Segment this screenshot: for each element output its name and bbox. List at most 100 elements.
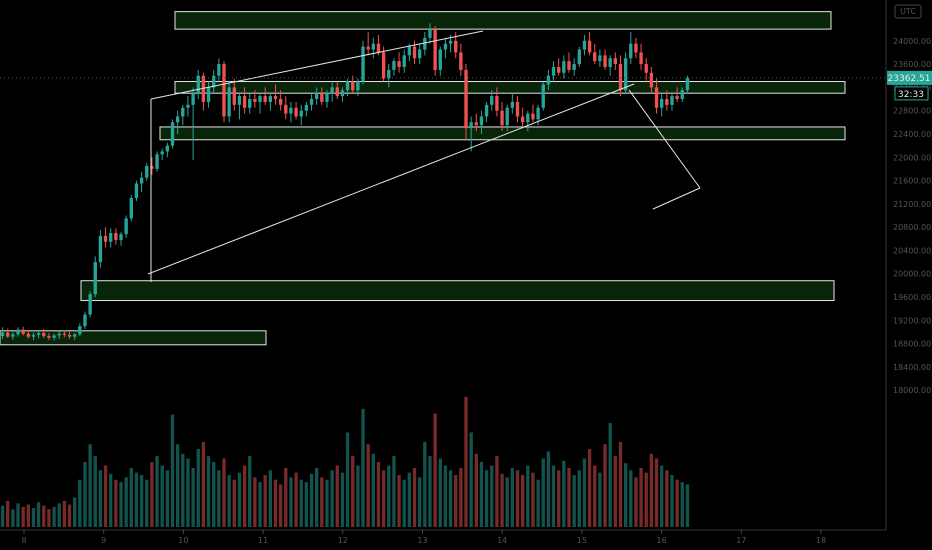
candle (541, 81, 545, 111)
candle (428, 23, 432, 44)
trendline-upper-channel[interactable] (150, 30, 484, 100)
time-axis[interactable] (0, 529, 886, 550)
volume-bar (649, 453, 654, 527)
trendline-wedge-lower[interactable] (652, 187, 701, 210)
volume-bar (67, 504, 72, 527)
volume-bar (78, 479, 82, 527)
volume-bar (278, 484, 283, 527)
volume-bar (93, 456, 97, 527)
candle (181, 104, 185, 126)
candle (299, 104, 303, 126)
time-tick-label: 14 (497, 536, 507, 545)
zone-1[interactable] (174, 11, 832, 30)
volume-bar (505, 477, 509, 527)
timezone-badge[interactable]: UTC (894, 4, 922, 19)
candle (598, 49, 602, 67)
volume-bar (11, 509, 15, 527)
candle (381, 46, 386, 82)
candle (356, 78, 360, 97)
candle (134, 180, 139, 201)
candle (191, 87, 195, 161)
volume-bar (103, 465, 108, 527)
candle (417, 43, 422, 65)
volume-bar (562, 460, 566, 527)
candle (345, 78, 350, 97)
volume-bar (469, 432, 473, 527)
candle (6, 328, 10, 338)
price-tick-label: 20800.00 (893, 223, 931, 232)
volume-bar (263, 475, 267, 527)
candle (670, 93, 674, 111)
trendline-rising-support[interactable] (147, 83, 635, 275)
candle (83, 311, 87, 330)
volume-bar (160, 465, 164, 527)
zone-5[interactable] (0, 330, 267, 346)
volume-bar (237, 472, 242, 527)
zone-2[interactable] (174, 81, 846, 94)
zone-4[interactable] (80, 280, 835, 302)
volume-bar (598, 472, 602, 527)
volume-bar (454, 475, 458, 527)
candle (546, 69, 551, 91)
candle (371, 37, 375, 59)
volume-bar (248, 456, 252, 527)
price-tick-label: 23600.00 (893, 60, 931, 69)
candle (145, 163, 149, 181)
candle (16, 327, 20, 337)
countdown-label: 32:33 (898, 90, 924, 100)
volume-bar (587, 449, 592, 527)
volume-bar (335, 465, 339, 527)
candle (227, 81, 231, 123)
price-tick-label: 20400.00 (893, 246, 931, 255)
candle (114, 228, 118, 245)
candle (150, 157, 154, 175)
price-tick-label: 22000.00 (893, 153, 931, 162)
candle (284, 96, 288, 120)
volume-bar (294, 472, 298, 527)
volume-bar (402, 479, 406, 527)
volume-bar (134, 472, 139, 527)
volume-bar (196, 449, 200, 527)
volume-bar (217, 470, 221, 527)
candle (587, 32, 592, 56)
volume-bar (0, 505, 5, 527)
candle (88, 291, 92, 318)
candle (685, 75, 690, 94)
candle (675, 87, 679, 102)
candle (639, 43, 643, 70)
volume-bar (31, 508, 36, 527)
candle (361, 40, 365, 85)
volume-bar (685, 484, 690, 527)
candle (459, 43, 463, 76)
price-tick-label: 22800.00 (893, 107, 931, 116)
candle (119, 231, 123, 246)
candle (407, 43, 412, 62)
price-tick-label: 22400.00 (893, 130, 931, 139)
volume-bar (340, 472, 345, 527)
candle (289, 101, 293, 123)
volume-bar (309, 473, 314, 527)
candle (31, 332, 36, 341)
trendline-wedge-upper[interactable] (628, 89, 701, 189)
candle (294, 101, 298, 120)
volume-bar (227, 475, 231, 527)
volume-bar (114, 479, 118, 527)
volume-bar (423, 441, 427, 527)
candle (392, 58, 396, 76)
volume-bar (443, 465, 448, 527)
volume-bar (670, 475, 674, 527)
candle (237, 93, 242, 120)
candle (248, 93, 252, 114)
time-tick-label: 15 (577, 536, 587, 545)
candle (21, 326, 25, 336)
candle (320, 87, 324, 105)
volume-bar (222, 458, 226, 527)
volume-bar (119, 482, 123, 527)
candle (278, 90, 283, 111)
candle (500, 101, 504, 132)
volume-bar (490, 465, 494, 527)
volume-bar (98, 470, 103, 527)
volume-bar (299, 479, 303, 527)
